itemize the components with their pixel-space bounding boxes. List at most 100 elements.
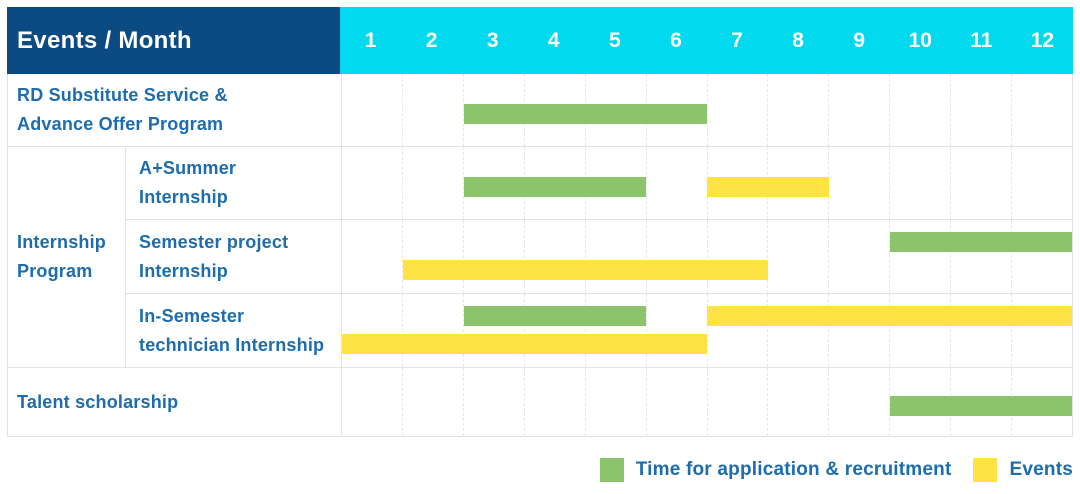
month-gridline [647,294,708,367]
month-header-2: 2 [425,28,438,52]
month-gridline [342,368,403,436]
month-gridlines [342,294,1072,367]
month-gridline [464,368,525,436]
month-gridline [829,220,891,293]
month-gridline [342,147,403,219]
month-gridline [1012,147,1072,219]
month-gridline [829,294,891,367]
month-gridline [768,368,830,436]
row-label-line: Internship [139,260,229,281]
row-label-line: Talent scholarship [17,391,179,412]
gantt-bar-application [463,306,647,326]
application-color-swatch [599,458,624,482]
row-group-label-internship-program: Internship Program [8,147,125,368]
gantt-bar-application [889,232,1072,252]
month-gridline [890,74,952,146]
month-gridline [342,220,403,293]
month-gridline [586,368,647,436]
month-gridline [403,220,464,293]
month-gridline [890,220,952,293]
row-label-line: Advance Offer Program [17,114,224,134]
month-gridline [951,147,1013,219]
legend-label-events: Events [1009,459,1073,480]
month-gridline [1012,294,1072,367]
gantt-bar-application [463,177,647,197]
chart-row-in-semester-technician-internship [341,294,1072,368]
month-gridline [829,74,891,146]
month-gridline [403,147,464,219]
month-header-11: 11 [970,28,993,52]
row-label-talent-scholarship: Talent scholarship [8,368,341,436]
month-header-row: 1 2 3 4 5 6 7 8 9 10 11 12 [340,7,1073,74]
legend: Time for application & recruitment Event… [599,455,1073,485]
row-label-line: Semester project [139,231,289,252]
gantt-bar-events [342,334,707,354]
month-gridline [647,220,708,293]
month-header-10: 10 [908,28,932,52]
row-label-line: A+Summer [139,158,237,178]
gantt-bar-events [707,177,829,197]
month-header-4: 4 [547,28,560,52]
month-gridline [342,74,403,146]
month-header-8: 8 [792,28,804,52]
row-label-line: RD Substitute Service & [17,85,228,105]
month-gridline [586,220,647,293]
month-gridline [768,74,830,146]
month-gridlines [342,74,1072,146]
chart-row-talent-scholarship [341,368,1072,436]
month-gridline [768,147,830,219]
month-gridline [403,74,464,146]
legend-label-application: Time for application & recruitment [635,459,952,480]
month-gridline [768,220,830,293]
month-gridline [1012,74,1072,146]
gantt-body: RD Substitute Service & Advance Offer Pro… [7,74,1073,437]
month-gridline [951,294,1013,367]
chart-row-semester-project-internship [341,220,1072,294]
month-gridline [951,74,1013,146]
month-gridline [464,220,525,293]
month-header-3: 3 [486,28,499,52]
chart-row-a-summer-internship [341,147,1072,220]
row-label-line: technician Internship [139,334,325,355]
gantt-bar-events [402,260,768,280]
month-gridline [1012,220,1072,293]
month-gridline [829,368,891,436]
row-label-line: Internship [139,187,229,207]
month-gridline [342,294,403,367]
month-gridline [525,294,586,367]
month-gridline [708,220,769,293]
month-gridline [647,74,708,146]
row-label-in-semester-technician-internship: In-Semester technician Internship [125,294,341,368]
month-header-9: 9 [853,28,865,52]
month-header-6: 6 [670,28,682,52]
month-gridline [464,294,525,367]
legend-item-events: Events [973,458,1073,482]
month-gridline [586,294,647,367]
events-color-swatch [973,458,998,482]
row-label-a-summer-internship: A+Summer Internship [125,147,341,220]
table-header-title: Events / Month [7,7,340,74]
gantt-bar-application [889,396,1072,416]
month-gridline [708,74,769,146]
legend-item-application: Time for application & recruitment [599,458,952,482]
group-label-line: Program [17,261,93,281]
row-label-semester-project-internship: Semester project Internship [125,220,341,294]
group-label-line: Internship [17,232,107,252]
month-gridline [647,147,708,219]
gantt-bar-events [707,306,1072,326]
month-gridline [708,294,769,367]
month-gridline [403,294,464,367]
month-gridline [647,368,708,436]
month-gridline [403,368,464,436]
gantt-bar-application [463,104,707,124]
row-label-rd-substitute-service-advance-offer-program: RD Substitute Service & Advance Offer Pro… [8,74,341,147]
month-gridline [708,368,769,436]
month-gridline [890,147,952,219]
gantt-schedule-table: Events / Month 1 2 3 4 5 6 7 8 9 10 11 12 RD Substi… [7,7,1073,437]
month-gridlines [342,220,1072,293]
month-gridline [951,220,1013,293]
table-header-row: Events / Month 1 2 3 4 5 6 7 8 9 10 11 12 [7,7,1073,74]
month-gridline [525,368,586,436]
month-gridline [829,147,891,219]
month-gridline [768,294,830,367]
